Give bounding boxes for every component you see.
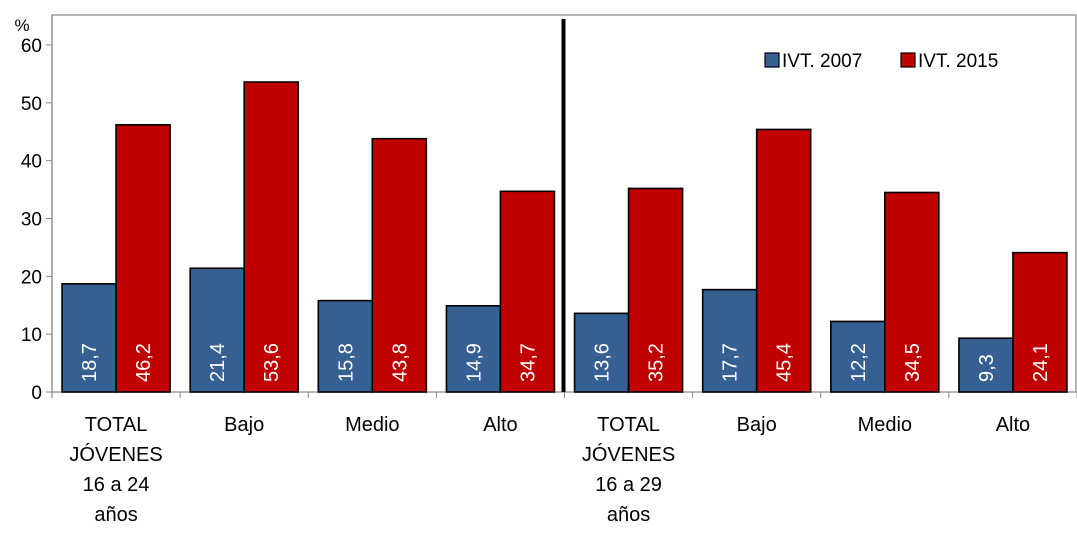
y-axis-label: % — [14, 16, 29, 35]
bar — [189, 267, 245, 393]
data-label: 13,6 — [592, 343, 614, 382]
bar — [61, 283, 117, 393]
y-tick-label: 50 — [21, 94, 42, 115]
data-label: 45,4 — [774, 343, 796, 382]
x-tick-label: años — [94, 504, 137, 526]
bar — [830, 320, 886, 393]
x-tick-label: Medio — [858, 414, 912, 436]
bar — [958, 337, 1014, 393]
x-tick-label: Alto — [483, 414, 517, 436]
legend-label: IVT. 2015 — [918, 51, 998, 72]
y-tick-label: 0 — [31, 383, 42, 404]
data-label: 15,8 — [335, 343, 357, 382]
data-label: 24,1 — [1030, 343, 1052, 382]
data-label: 14,9 — [463, 343, 485, 382]
data-label: 21,4 — [207, 343, 229, 382]
bar — [1012, 251, 1068, 393]
legend-swatch — [764, 52, 780, 68]
x-tick-label: años — [607, 504, 650, 526]
bar — [573, 312, 630, 393]
bar — [884, 191, 940, 393]
legend-label: IVT. 2007 — [782, 51, 862, 72]
y-tick-label: 40 — [21, 152, 42, 173]
bar — [627, 187, 684, 393]
x-tick-label: Bajo — [224, 414, 264, 436]
data-label: 46,2 — [133, 343, 155, 382]
x-tick-label: Bajo — [737, 414, 777, 436]
bar — [755, 128, 812, 393]
data-label: 43,8 — [389, 343, 411, 382]
y-tick-label: 30 — [21, 210, 42, 231]
data-label: 35,2 — [646, 343, 668, 382]
legend-swatch — [900, 52, 916, 68]
x-tick-label: JÓVENES — [69, 443, 162, 466]
data-label: 12,2 — [848, 343, 870, 382]
x-tick-label: 16 a 29 — [595, 474, 662, 496]
data-label: 53,6 — [261, 343, 283, 382]
data-label: 34,5 — [902, 343, 924, 382]
x-tick-label: Alto — [996, 414, 1030, 436]
data-label: 34,7 — [517, 343, 539, 382]
x-tick-label: 16 a 24 — [83, 474, 150, 496]
bar — [371, 137, 428, 393]
bar — [115, 124, 171, 393]
x-tick-label: Medio — [345, 414, 399, 436]
bar — [499, 190, 556, 393]
data-label: 17,7 — [720, 343, 742, 382]
x-tick-label: TOTAL — [85, 414, 148, 436]
y-tick-label: 20 — [21, 267, 42, 288]
y-tick-label: 10 — [21, 325, 42, 346]
bar — [243, 81, 299, 393]
y-tick-label: 60 — [21, 36, 42, 57]
x-tick-label: JÓVENES — [582, 443, 675, 466]
data-label: 18,7 — [79, 343, 101, 382]
bar — [317, 299, 374, 393]
x-tick-label: TOTAL — [597, 414, 660, 436]
data-label: 9,3 — [976, 354, 998, 382]
